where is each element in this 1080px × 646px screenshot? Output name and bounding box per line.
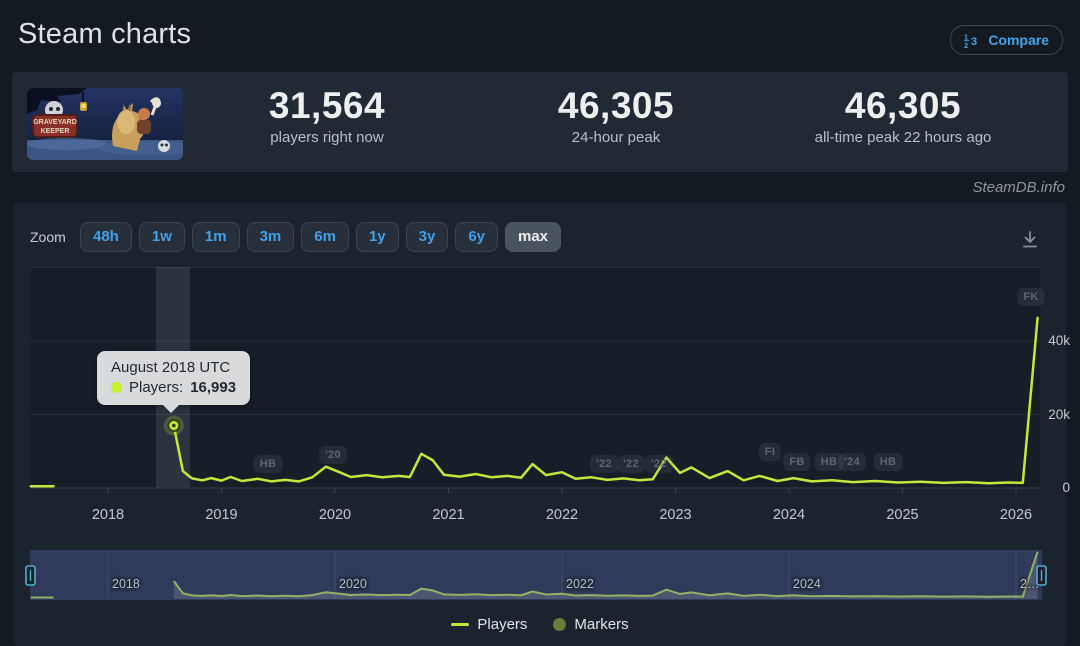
download-chart-icon[interactable] xyxy=(1018,228,1042,252)
x-axis-label: 2024 xyxy=(772,507,806,523)
zoom-range-1w[interactable]: 1w xyxy=(138,222,185,252)
event-marker-badge[interactable]: FK xyxy=(1017,288,1045,306)
chart-legend: Players Markers xyxy=(0,616,1080,633)
x-axis-label: 2019 xyxy=(205,507,238,523)
event-marker-badge[interactable]: '20 xyxy=(319,446,347,464)
chart-tooltip: August 2018 UTC Players: 16,993 xyxy=(97,351,251,413)
x-axis-label: 2026 xyxy=(999,507,1033,523)
event-marker-badge[interactable]: '22 xyxy=(645,455,673,473)
zoom-range-max[interactable]: max xyxy=(505,222,562,252)
x-axis-label: 2025 xyxy=(886,507,919,523)
stat-value: 46,305 xyxy=(844,85,962,126)
y-axis-label: 0 xyxy=(1062,480,1070,495)
event-marker-badge[interactable]: HB xyxy=(873,453,903,471)
zoom-range-1y[interactable]: 1y xyxy=(355,222,399,252)
tooltip-series-dot-icon xyxy=(111,382,122,393)
y-axis-label: 20k xyxy=(1048,406,1070,422)
tooltip-value: 16,993 xyxy=(190,379,237,396)
page-title: Steam charts xyxy=(18,18,192,50)
zoom-range-48h[interactable]: 48h xyxy=(80,222,132,252)
line-swatch-icon xyxy=(451,623,470,626)
x-axis-label: 2021 xyxy=(432,507,465,523)
legend-item-markers[interactable]: Markers xyxy=(553,616,629,633)
navigator-label: 2… xyxy=(1020,577,1040,591)
zoom-range-1m[interactable]: 1m xyxy=(191,222,240,252)
game-capsule-image[interactable]: GRAVEYARD KEEPER xyxy=(27,88,183,160)
x-axis-label: 2022 xyxy=(545,507,579,523)
stat-label: players right now xyxy=(270,129,384,146)
stat-value: 31,564 xyxy=(268,85,386,126)
legend-item-players[interactable]: Players xyxy=(451,616,527,633)
event-marker-badge[interactable]: '22 xyxy=(617,455,645,473)
dot-swatch-icon xyxy=(553,618,567,631)
chart-panel xyxy=(14,203,1066,646)
tooltip-series-label: Players: xyxy=(129,379,184,396)
zoom-range-6y[interactable]: 6y xyxy=(455,222,498,252)
compare-button-label: Compare xyxy=(988,32,1049,48)
x-axis-label: 2023 xyxy=(659,507,692,523)
zoom-range-buttons: 48h 1w 1m 3m 6m 1y 3y 6y max xyxy=(80,222,562,252)
svg-text:KEEPER: KEEPER xyxy=(41,128,70,135)
steamdb-watermark: SteamDB.info xyxy=(972,179,1065,196)
event-marker-badge[interactable]: FB xyxy=(783,453,811,471)
zoom-range-6m[interactable]: 6m xyxy=(301,222,349,252)
event-marker-badge[interactable]: '22 xyxy=(590,455,618,473)
compare-button[interactable]: 1 2 3 Compare xyxy=(950,25,1063,55)
zoom-range-3m[interactable]: 3m xyxy=(246,222,295,252)
svg-text:1: 1 xyxy=(964,33,968,42)
stat-value: 46,305 xyxy=(557,85,675,126)
tooltip-date: August 2018 UTC xyxy=(111,359,231,376)
event-marker-badge[interactable]: FI xyxy=(758,443,782,461)
stat-label: all-time peak 22 hours ago xyxy=(814,129,992,146)
stat-current-players: 31,564 players right now xyxy=(197,72,457,172)
stats-panel xyxy=(12,72,1068,172)
stat-alltime-peak: 46,305 all-time peak 22 hours ago xyxy=(773,72,1033,172)
event-marker-badge[interactable]: '24 xyxy=(838,453,866,471)
navigator-label: 2020 xyxy=(339,577,367,591)
navigator-label: 2018 xyxy=(112,577,140,591)
svg-text:3: 3 xyxy=(971,36,977,48)
svg-text:GRAVEYARD: GRAVEYARD xyxy=(33,119,77,126)
y-axis-label: 40k xyxy=(1048,333,1070,348)
navigator-label: 2022 xyxy=(566,577,594,591)
navigator-label: 2024 xyxy=(793,577,821,591)
event-marker-badge[interactable]: HB xyxy=(814,453,844,471)
svg-text:2: 2 xyxy=(964,41,968,48)
x-axis-label: 2020 xyxy=(318,507,352,523)
stat-24h-peak: 46,305 24-hour peak xyxy=(486,72,746,172)
x-axis-label: 2018 xyxy=(91,507,125,523)
numbers-compare-icon: 1 2 3 xyxy=(964,33,977,48)
legend-label: Players xyxy=(477,616,528,633)
legend-label: Markers xyxy=(574,616,629,633)
zoom-label: Zoom xyxy=(30,229,66,245)
zoom-range-3y[interactable]: 3y xyxy=(405,222,449,252)
graveyard-keeper-art: GRAVEYARD KEEPER xyxy=(27,88,183,160)
stat-label: 24-hour peak xyxy=(571,129,661,146)
event-marker-badge[interactable]: HB xyxy=(253,455,283,473)
